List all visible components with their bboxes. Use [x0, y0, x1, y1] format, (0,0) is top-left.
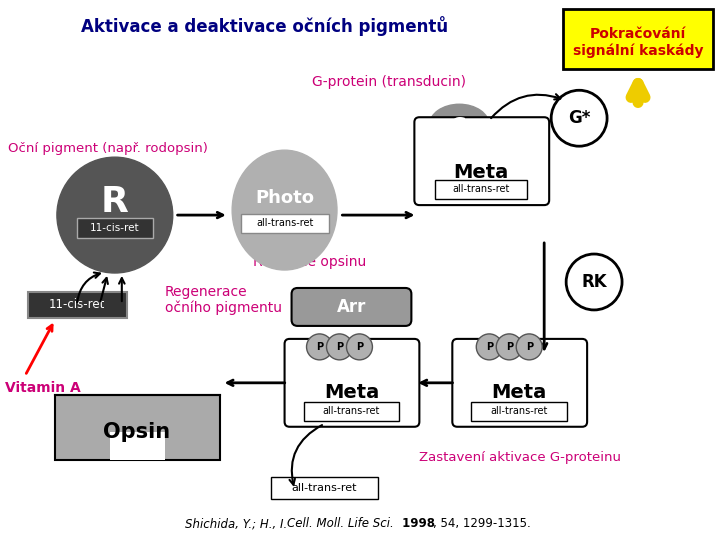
Text: Regenerace
očního pigmentu: Regenerace očního pigmentu	[165, 285, 282, 315]
Text: P: P	[486, 342, 492, 352]
Ellipse shape	[429, 104, 490, 146]
Text: Cell. Moll. Life Sci.: Cell. Moll. Life Sci.	[287, 517, 393, 530]
Circle shape	[477, 334, 503, 360]
Ellipse shape	[232, 150, 337, 270]
Text: 1998: 1998	[398, 517, 436, 530]
FancyBboxPatch shape	[284, 339, 419, 427]
FancyBboxPatch shape	[452, 339, 587, 427]
FancyBboxPatch shape	[55, 395, 220, 460]
Text: Meta: Meta	[492, 383, 547, 402]
FancyBboxPatch shape	[415, 117, 549, 205]
Text: Photo: Photo	[255, 189, 314, 207]
Text: P: P	[505, 342, 513, 352]
Text: Oční pigment (např. rodopsin): Oční pigment (např. rodopsin)	[8, 141, 208, 154]
Text: Vitamin A: Vitamin A	[5, 381, 81, 395]
FancyBboxPatch shape	[436, 180, 527, 199]
Text: Zastavení aktivace G-proteinu: Zastavení aktivace G-proteinu	[419, 451, 621, 464]
Text: P: P	[526, 342, 533, 352]
Text: all-trans-ret: all-trans-ret	[256, 218, 313, 228]
Text: 11-cis-ret: 11-cis-ret	[90, 223, 140, 233]
Text: all-trans-ret: all-trans-ret	[292, 483, 357, 492]
FancyBboxPatch shape	[28, 292, 127, 318]
FancyBboxPatch shape	[271, 477, 379, 498]
Text: P: P	[336, 342, 343, 352]
FancyBboxPatch shape	[292, 288, 411, 326]
Text: Meta: Meta	[324, 383, 379, 402]
Text: P: P	[316, 342, 323, 352]
FancyBboxPatch shape	[304, 402, 400, 421]
Text: G*: G*	[568, 109, 590, 127]
Circle shape	[552, 90, 607, 146]
Text: Aktivace a deaktivace očních pigmentů: Aktivace a deaktivace očních pigmentů	[81, 16, 448, 36]
Text: Meta: Meta	[454, 163, 509, 181]
Circle shape	[57, 157, 173, 273]
Text: G: G	[451, 116, 467, 134]
Bar	[110, 432, 165, 460]
FancyBboxPatch shape	[472, 402, 567, 421]
FancyBboxPatch shape	[77, 218, 153, 238]
Text: all-trans-ret: all-trans-ret	[453, 184, 510, 194]
Text: all-trans-ret: all-trans-ret	[490, 406, 548, 416]
Text: all-trans-ret: all-trans-ret	[323, 406, 380, 416]
Text: G-protein (transducin): G-protein (transducin)	[312, 75, 467, 89]
Text: Opsin: Opsin	[103, 422, 171, 442]
Text: Shichida, Y.; H., I.: Shichida, Y.; H., I.	[185, 517, 291, 530]
Text: 11-cis-ret: 11-cis-ret	[49, 299, 105, 312]
Text: R: R	[101, 185, 129, 219]
FancyBboxPatch shape	[240, 214, 328, 233]
Text: Pokračování
signální kaskády: Pokračování signální kaskády	[573, 27, 703, 58]
Text: , 54, 1299-1315.: , 54, 1299-1315.	[433, 517, 531, 530]
Text: Relaxace opsinu: Relaxace opsinu	[253, 255, 366, 269]
Circle shape	[496, 334, 522, 360]
Text: P: P	[356, 342, 363, 352]
FancyBboxPatch shape	[563, 9, 713, 69]
Text: RK: RK	[581, 273, 607, 291]
Circle shape	[307, 334, 333, 360]
Circle shape	[346, 334, 372, 360]
Circle shape	[326, 334, 353, 360]
Text: Arr: Arr	[337, 298, 366, 316]
Circle shape	[566, 254, 622, 310]
Circle shape	[516, 334, 542, 360]
